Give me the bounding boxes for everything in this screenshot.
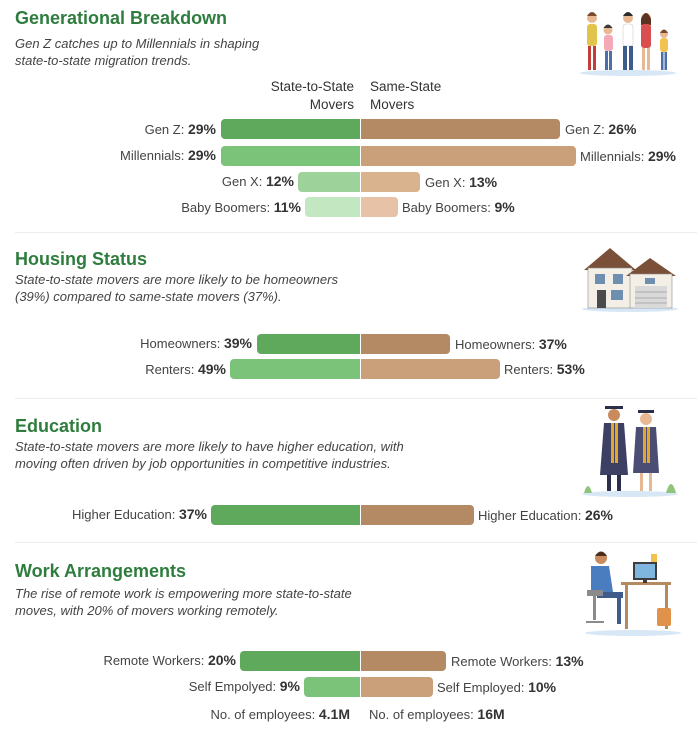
millennials-left-label: Millennials: 29% [120,147,216,163]
boomers-left-bar [305,197,360,217]
homeowners-left-bar [257,334,360,354]
genx-left-bar [298,172,360,192]
self-employed-right-bar [361,677,433,697]
section-divider [15,232,697,233]
higher-education-right-bar [361,505,474,525]
column-header-same-state: Same-State Movers [370,79,442,112]
genx-left-label: Gen X: 12% [221,173,294,189]
higher-education-left-label: Higher Education: 37% [72,506,207,522]
employees-left-label: No. of employees: 4.1M [210,706,350,722]
family-illustration [580,12,676,76]
remote-workers-right-bar [361,651,446,671]
generational-subtitle: Gen Z catches up to Millennials in shapi… [15,36,260,68]
housing-subtitle: State-to-state movers are more likely to… [15,272,338,304]
self-employed-left-bar [304,677,360,697]
homeowners-right-bar [361,334,450,354]
graduates-illustration [582,406,678,497]
genz-left-bar [221,119,360,139]
boomers-left-label: Baby Boomers: 11% [181,199,301,215]
remote-workers-right-label: Remote Workers: 13% [451,653,584,669]
boomers-right-bar [361,197,398,217]
renters-left-label: Renters: 49% [145,361,226,377]
genz-right-label: Gen Z: 26% [565,121,637,137]
house-illustration [582,248,678,312]
section-divider [15,398,697,399]
genz-left-label: Gen Z: 29% [144,121,216,137]
education-subtitle: State-to-state movers are more likely to… [15,439,404,471]
millennials-right-bar [361,146,576,166]
renters-right-bar [361,359,500,379]
self-employed-right-label: Self Employed: 10% [437,679,557,695]
genz-right-bar [361,119,560,139]
remote-worker-illustration [585,551,681,636]
remote-workers-left-label: Remote Workers: 20% [103,652,236,668]
column-header-state-to-state: State-to-State Movers [270,79,354,112]
higher-education-left-bar [211,505,360,525]
employees-right-label: No. of employees: 16M [369,706,505,722]
genx-right-bar [361,172,420,192]
education-title: Education [15,416,103,436]
work-title: Work Arrangements [15,561,187,581]
genx-right-label: Gen X: 13% [425,174,498,190]
homeowners-right-label: Homeowners: 37% [455,336,567,352]
millennials-left-bar [221,146,360,166]
renters-left-bar [230,359,360,379]
millennials-right-label: Millennials: 29% [580,148,676,164]
remote-workers-left-bar [240,651,360,671]
section-divider [15,542,697,543]
boomers-right-label: Baby Boomers: 9% [402,199,515,215]
renters-right-label: Renters: 53% [504,361,585,377]
work-subtitle: The rise of remote work is empowering mo… [15,586,352,618]
higher-education-right-label: Higher Education: 26% [478,507,613,523]
self-employed-left-label: Self Empolyed: 9% [188,678,300,694]
homeowners-left-label: Homeowners: 39% [140,335,252,351]
generational-title: Generational Breakdown [15,8,228,28]
housing-title: Housing Status [15,249,148,269]
